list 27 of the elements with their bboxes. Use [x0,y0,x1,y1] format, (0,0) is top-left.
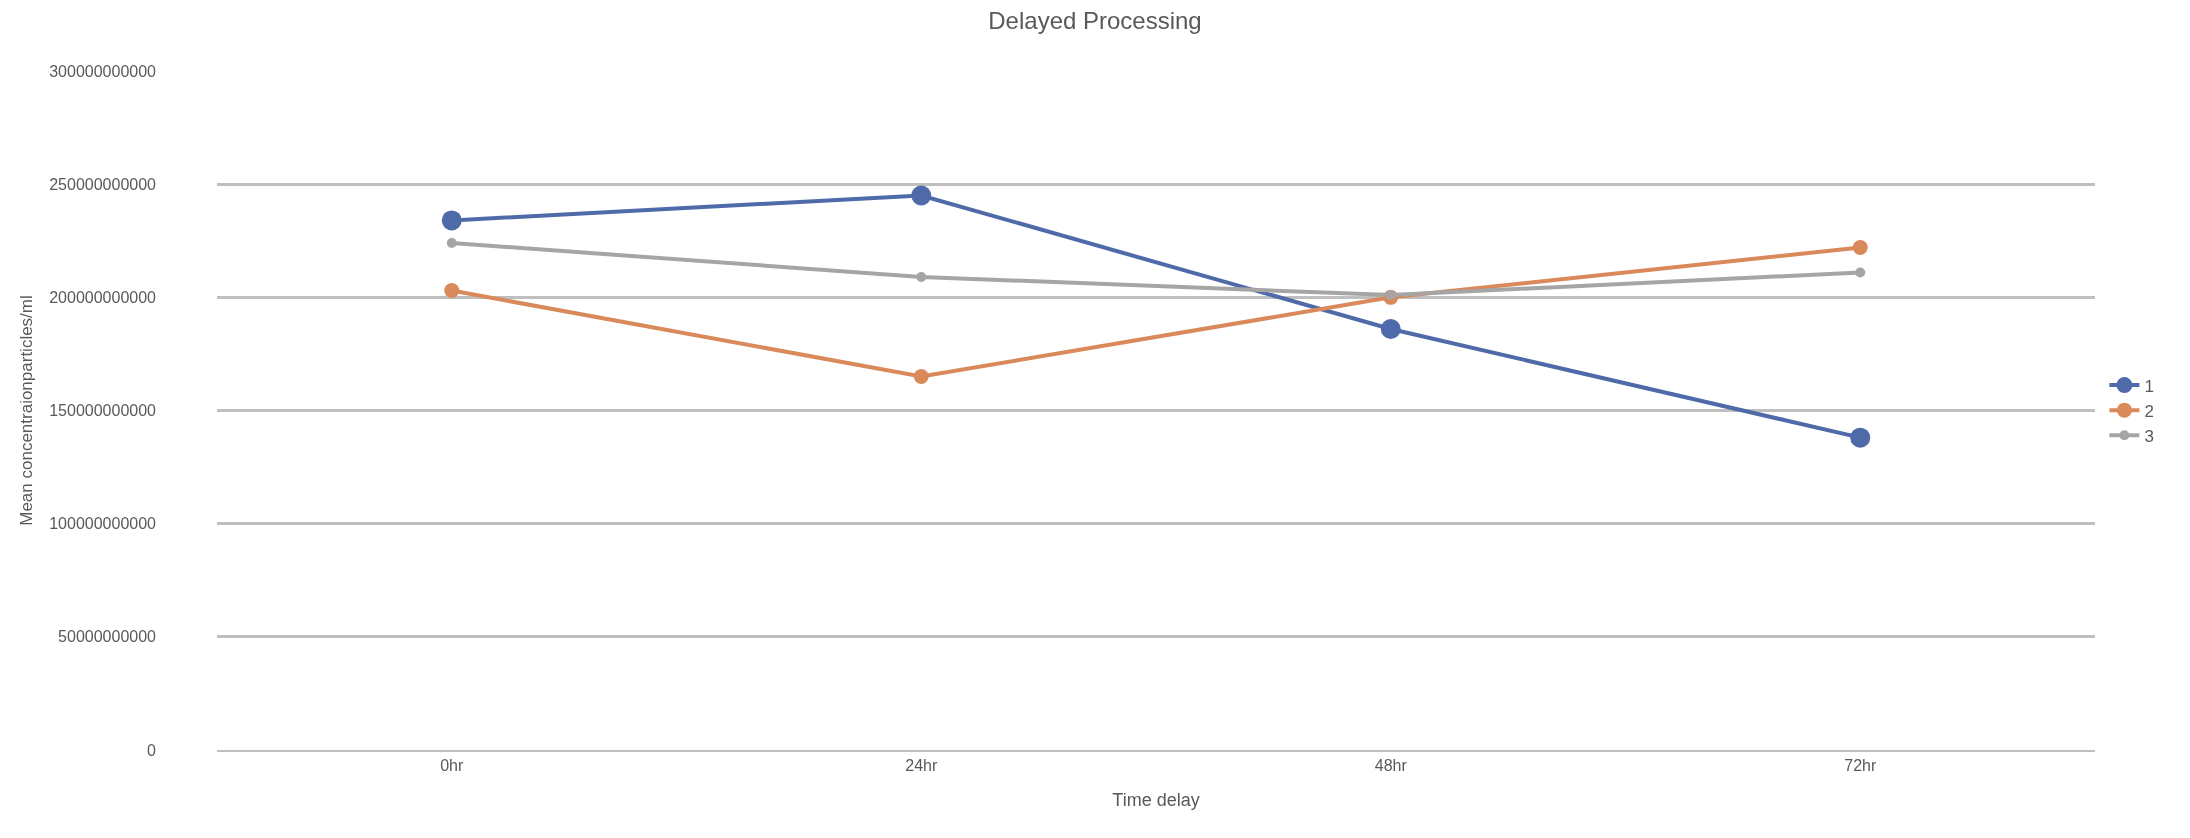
chart-title: Delayed Processing [988,7,1202,35]
point [1852,240,1868,256]
legend-label: 3 [2144,426,2154,446]
point [444,283,460,299]
point [1850,427,1871,448]
y-tick-label: 250000000000 [49,175,157,193]
legend-label: 2 [2144,401,2154,421]
y-tick-label: 200000000000 [49,288,157,306]
y-tick-label: 50000000000 [58,628,157,646]
point [916,271,927,282]
x-tick-label: 48hr [1374,757,1408,775]
x-tick-label: 0hr [440,757,464,775]
point [911,185,932,206]
y-tick-label: 150000000000 [49,402,157,420]
point [1380,319,1401,340]
x-tick-label: 24hr [905,757,938,775]
point [913,369,929,385]
y-tick-label: 0 [147,741,157,759]
x-axis-title: Time delay [1112,789,1200,810]
y-tick-label: 100000000000 [49,515,157,533]
point [441,210,462,231]
point [446,238,457,249]
legend-label: 1 [2144,376,2154,396]
x-tick-label: 72hr [1844,757,1877,775]
point [1855,267,1866,278]
y-axis-title: Mean concentraionparticles/ml [16,295,36,526]
y-tick-label: 300000000000 [49,62,157,80]
